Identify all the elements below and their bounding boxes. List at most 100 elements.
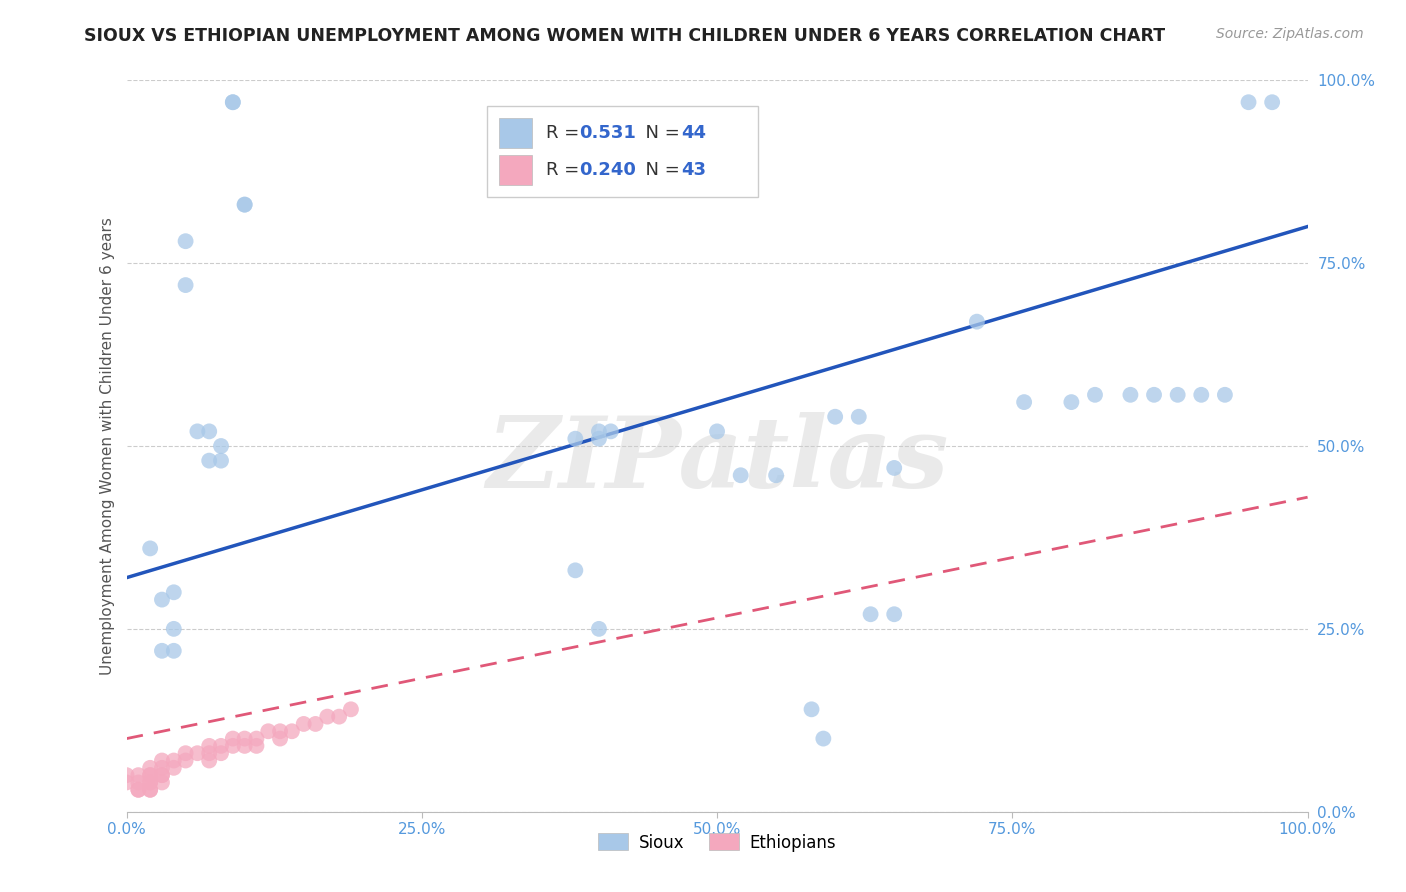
Point xyxy=(588,622,610,636)
Point xyxy=(222,739,245,753)
Point xyxy=(281,724,304,739)
FancyBboxPatch shape xyxy=(499,154,531,186)
Text: 0.240: 0.240 xyxy=(579,161,636,179)
Point xyxy=(150,768,173,782)
Text: ZIPatlas: ZIPatlas xyxy=(486,412,948,508)
Point xyxy=(588,432,610,446)
Point xyxy=(115,775,138,789)
Point xyxy=(139,775,162,789)
FancyBboxPatch shape xyxy=(499,118,531,148)
Point xyxy=(340,702,363,716)
Point xyxy=(139,768,162,782)
Point xyxy=(848,409,870,424)
Point xyxy=(127,782,149,797)
Text: R =: R = xyxy=(546,124,585,142)
Point xyxy=(186,425,208,439)
Point xyxy=(139,768,162,782)
Point xyxy=(824,409,846,424)
Point xyxy=(139,775,162,789)
Point xyxy=(245,739,267,753)
Text: 0.531: 0.531 xyxy=(579,124,636,142)
Point xyxy=(163,754,186,768)
Text: 43: 43 xyxy=(682,161,707,179)
Point xyxy=(1237,95,1260,110)
Point xyxy=(257,724,280,739)
Point xyxy=(198,425,221,439)
Point xyxy=(139,782,162,797)
Point xyxy=(150,644,173,658)
Point xyxy=(174,278,197,293)
Point xyxy=(1084,388,1107,402)
Point xyxy=(150,754,173,768)
Point xyxy=(233,197,256,211)
Point xyxy=(198,739,221,753)
Point xyxy=(859,607,882,622)
Point xyxy=(233,731,256,746)
Point xyxy=(209,746,232,760)
Point xyxy=(304,717,326,731)
Point xyxy=(292,717,315,731)
Point xyxy=(150,775,173,789)
Point xyxy=(222,731,245,746)
Point xyxy=(163,585,186,599)
Point xyxy=(800,702,823,716)
Point xyxy=(1213,388,1236,402)
Point xyxy=(222,95,245,110)
Point xyxy=(127,768,149,782)
Point xyxy=(1189,388,1212,402)
Point xyxy=(883,461,905,475)
Point xyxy=(730,468,752,483)
Text: R =: R = xyxy=(546,161,585,179)
Point xyxy=(588,425,610,439)
Point xyxy=(1060,395,1083,409)
Point xyxy=(198,453,221,467)
Point xyxy=(233,739,256,753)
Point xyxy=(139,761,162,775)
Text: 44: 44 xyxy=(682,124,707,142)
Point xyxy=(599,425,621,439)
Point xyxy=(328,709,350,723)
Point xyxy=(127,782,149,797)
Point xyxy=(1119,388,1142,402)
Text: N =: N = xyxy=(634,124,686,142)
Point xyxy=(115,768,138,782)
Point xyxy=(186,746,208,760)
FancyBboxPatch shape xyxy=(486,106,758,197)
Point xyxy=(198,754,221,768)
Point xyxy=(269,724,291,739)
Point xyxy=(139,541,162,556)
Point xyxy=(765,468,787,483)
Text: SIOUX VS ETHIOPIAN UNEMPLOYMENT AMONG WOMEN WITH CHILDREN UNDER 6 YEARS CORRELAT: SIOUX VS ETHIOPIAN UNEMPLOYMENT AMONG WO… xyxy=(84,27,1166,45)
Point xyxy=(1261,95,1284,110)
Point xyxy=(269,731,291,746)
Point xyxy=(209,453,232,467)
Point xyxy=(174,746,197,760)
Point xyxy=(150,761,173,775)
Point xyxy=(198,746,221,760)
Point xyxy=(1143,388,1166,402)
Point xyxy=(163,644,186,658)
Point xyxy=(813,731,835,746)
Point xyxy=(316,709,339,723)
Point xyxy=(706,425,728,439)
Point xyxy=(139,782,162,797)
Legend: Sioux, Ethiopians: Sioux, Ethiopians xyxy=(592,827,842,858)
Point xyxy=(222,95,245,110)
Point xyxy=(233,197,256,211)
Point xyxy=(174,754,197,768)
Point xyxy=(209,439,232,453)
Point xyxy=(174,234,197,248)
Point xyxy=(1167,388,1189,402)
Point xyxy=(150,768,173,782)
Point xyxy=(1012,395,1035,409)
Point xyxy=(209,739,232,753)
Point xyxy=(966,315,988,329)
Text: Source: ZipAtlas.com: Source: ZipAtlas.com xyxy=(1216,27,1364,41)
Point xyxy=(163,761,186,775)
Point xyxy=(150,592,173,607)
Point xyxy=(564,432,586,446)
Text: N =: N = xyxy=(634,161,686,179)
Point xyxy=(127,775,149,789)
Point xyxy=(564,563,586,577)
Point xyxy=(163,622,186,636)
